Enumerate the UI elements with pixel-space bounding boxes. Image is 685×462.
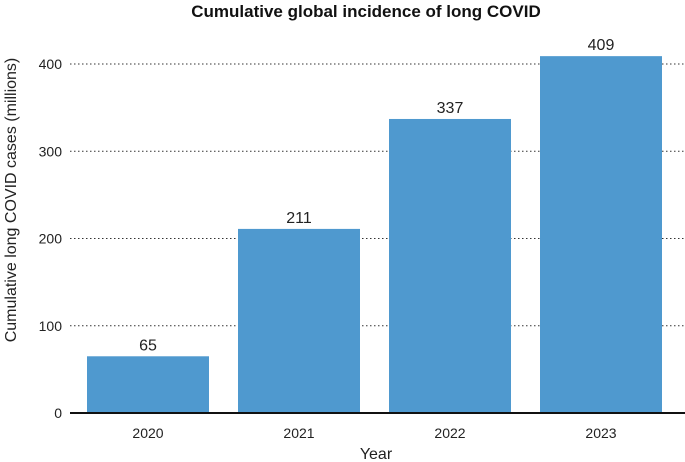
bar [238,228,360,413]
bar-value-label: 65 [139,337,157,354]
y-tick-label: 200 [39,231,63,247]
bar [389,118,511,413]
x-axis-label: Year [360,446,393,462]
chart-title: Cumulative global incidence of long COVI… [191,2,540,21]
y-axis-label: Cumulative long COVID cases (millions) [3,58,20,343]
y-tick-label: 100 [39,318,63,334]
bar-value-label: 409 [588,37,615,54]
y-tick-label: 300 [39,143,63,159]
x-axis-ticks: 2020 2021 2022 2023 [132,425,616,441]
bar-value-label: 211 [286,210,312,227]
bar-value-label: 337 [437,100,464,117]
data-labels: 65 211 337 409 [139,37,614,354]
bar [87,356,209,413]
x-tick-label: 2021 [283,425,314,441]
y-tick-label: 400 [39,56,63,72]
bars [87,56,662,414]
x-tick-label: 2020 [132,425,163,441]
bar [540,56,662,414]
y-tick-label: 0 [54,405,62,421]
x-tick-label: 2022 [434,425,465,441]
x-tick-label: 2023 [585,425,616,441]
y-axis-ticks: 0 100 200 300 400 [39,56,63,421]
